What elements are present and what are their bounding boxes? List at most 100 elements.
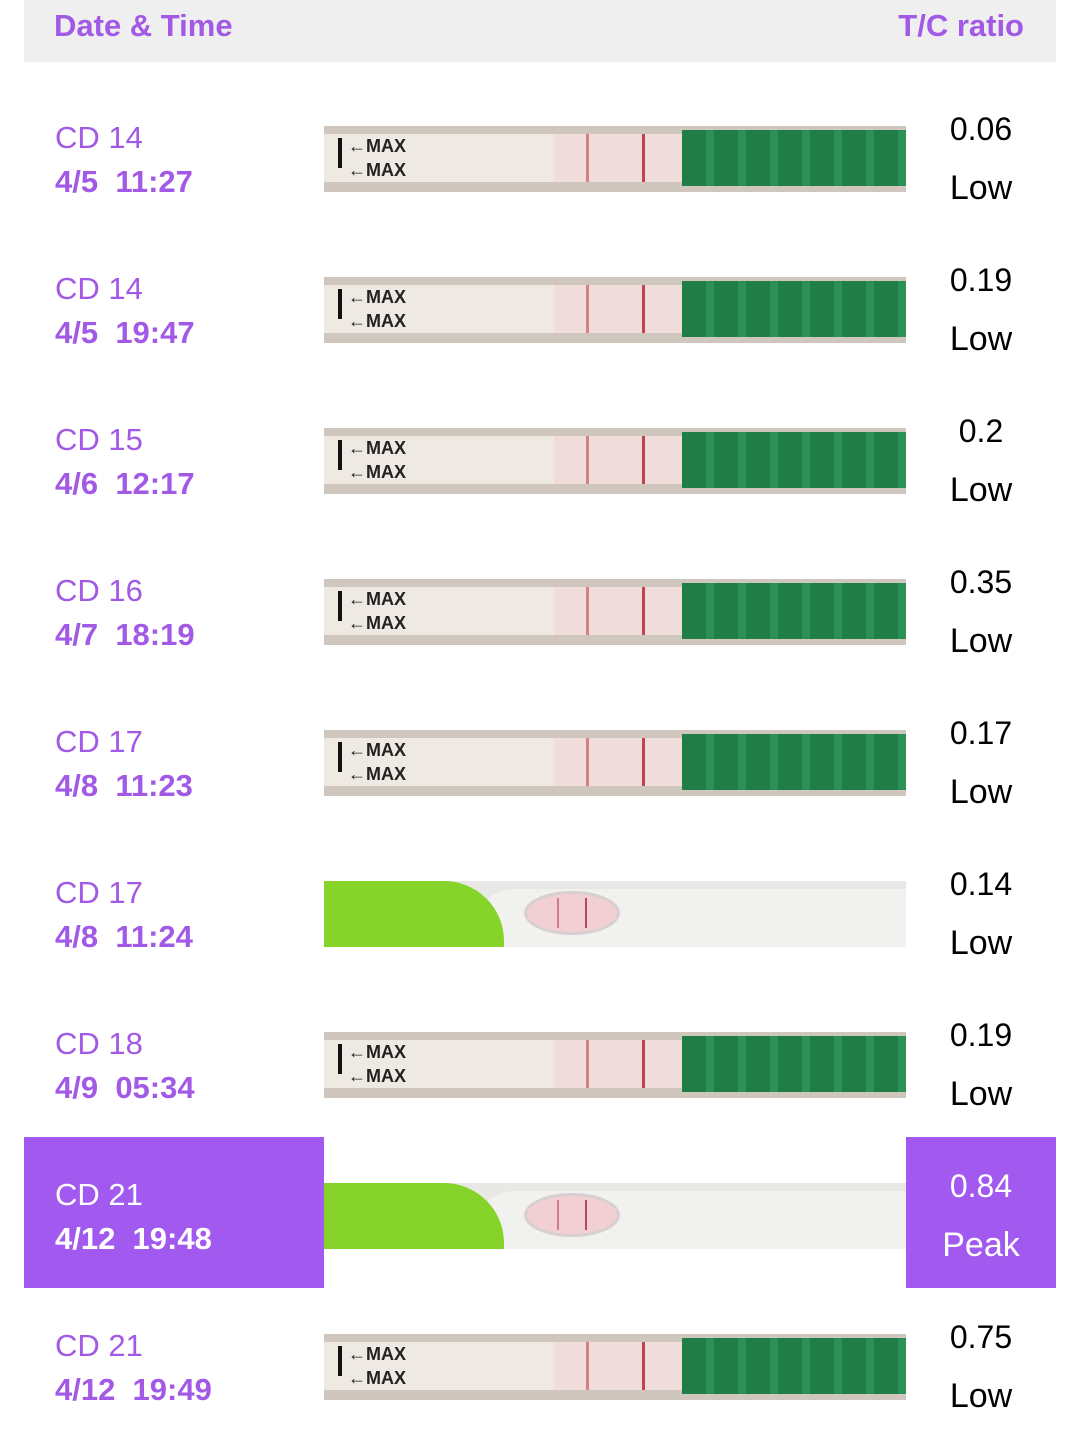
list-item[interactable]: CD 18 4/9 05:34 ←MAX ←MAX 0.19 Low (0, 986, 1080, 1137)
lh-level: Low (949, 169, 1013, 207)
result-window (524, 1193, 620, 1237)
max-label: ←MAX (348, 311, 406, 331)
table-header: Date & Time T/C ratio (24, 0, 1056, 62)
strip-mark (338, 289, 342, 319)
date-cell: CD 14 4/5 19:47 (24, 231, 324, 382)
test-line (586, 587, 589, 635)
date-time: 4/5 19:47 (55, 315, 195, 350)
lh-green-band (682, 130, 906, 186)
result-window (524, 891, 620, 935)
tc-ratio-column-header: T/C ratio (898, 8, 1024, 43)
lh-strip-photo[interactable]: ←MAX ←MAX (324, 277, 906, 343)
cycle-day: CD 17 (55, 724, 143, 759)
lh-green-band (682, 281, 906, 337)
lh-strip-photo[interactable]: ←MAX ←MAX (324, 730, 906, 796)
tc-ratio-value: 0.84 (949, 1168, 1013, 1204)
ratio-cell: 0.06 Low (906, 80, 1056, 231)
lh-green-band (682, 734, 906, 790)
lh-strip-photo[interactable]: ←MAX ←MAX (324, 1032, 906, 1098)
control-line (642, 1342, 645, 1390)
test-line (557, 1200, 559, 1230)
max-label: ←MAX (348, 136, 406, 156)
date-time: 4/7 18:19 (55, 617, 195, 652)
strip-mark (338, 1346, 342, 1376)
ratio-cell: 0.2 Low (906, 382, 1056, 533)
list-item[interactable]: CD 17 4/8 11:23 ←MAX ←MAX 0.17 Low (0, 684, 1080, 835)
list-item[interactable]: CD 21 4/12 19:49 ←MAX ←MAX 0.75 Low (0, 1288, 1080, 1439)
tc-ratio-value: 0.19 (949, 1017, 1013, 1053)
lh-level: Peak (942, 1226, 1020, 1264)
date-time: 4/12 19:48 (55, 1221, 212, 1256)
tc-ratio-value: 0.19 (949, 262, 1013, 298)
date-cell: CD 21 4/12 19:49 (24, 1288, 324, 1439)
tc-ratio-value: 0.75 (949, 1319, 1013, 1355)
result-window (554, 285, 684, 333)
cycle-day: CD 14 (55, 120, 143, 155)
midstream-test-photo[interactable] (324, 881, 906, 947)
date-cell: CD 18 4/9 05:34 (24, 986, 324, 1137)
test-line (586, 436, 589, 484)
strip-mark (338, 138, 342, 168)
max-label: ←MAX (348, 438, 406, 458)
lh-strip-photo[interactable]: ←MAX ←MAX (324, 1334, 906, 1400)
list-item[interactable]: CD 16 4/7 18:19 ←MAX ←MAX 0.35 Low (0, 533, 1080, 684)
control-line (642, 134, 645, 182)
ratio-cell: 0.75 Low (906, 1288, 1056, 1439)
lh-strip-photo[interactable]: ←MAX ←MAX (324, 579, 906, 645)
max-label: ←MAX (348, 1042, 406, 1062)
lh-level: Low (949, 471, 1013, 509)
lh-level: Low (949, 320, 1013, 358)
list-item[interactable]: CD 17 4/8 11:24 0.14 Low (0, 835, 1080, 986)
max-label: ←MAX (348, 462, 406, 482)
date-time: 4/9 05:34 (55, 1070, 195, 1105)
list-item[interactable]: CD 14 4/5 11:27 ←MAX ←MAX 0.06 Low (0, 80, 1080, 231)
result-window (554, 1342, 684, 1390)
date-cell: CD 17 4/8 11:23 (24, 684, 324, 835)
ratio-cell: 0.19 Low (906, 986, 1056, 1137)
cycle-day: CD 21 (55, 1177, 143, 1212)
midstream-test-photo[interactable] (324, 1183, 906, 1249)
lh-green-band (682, 1036, 906, 1092)
result-window (554, 738, 684, 786)
control-line (642, 738, 645, 786)
ratio-cell: 0.19 Low (906, 231, 1056, 382)
lh-level: Low (949, 773, 1013, 811)
max-label: ←MAX (348, 613, 406, 633)
list-item[interactable]: CD 15 4/6 12:17 ←MAX ←MAX 0.2 Low (0, 382, 1080, 533)
control-line (642, 285, 645, 333)
date-cell: CD 16 4/7 18:19 (24, 533, 324, 684)
date-cell: CD 21 4/12 19:48 (24, 1137, 324, 1288)
cycle-day: CD 17 (55, 875, 143, 910)
max-label: ←MAX (348, 1066, 406, 1086)
lh-strip-photo[interactable]: ←MAX ←MAX (324, 428, 906, 494)
lh-green-band (682, 432, 906, 488)
date-time: 4/5 11:27 (55, 164, 193, 199)
tc-ratio-value: 0.17 (949, 715, 1013, 751)
tc-ratio-value: 0.2 (958, 413, 1004, 449)
control-line (642, 1040, 645, 1088)
date-time-column-header: Date & Time (54, 8, 233, 43)
lh-level: Low (949, 1075, 1013, 1113)
lh-green-band (682, 1338, 906, 1394)
ratio-cell: 0.84 Peak (906, 1137, 1056, 1288)
max-label: ←MAX (348, 589, 406, 609)
tc-ratio-value: 0.14 (949, 866, 1013, 902)
max-label: ←MAX (348, 764, 406, 784)
test-line (586, 285, 589, 333)
date-cell: CD 15 4/6 12:17 (24, 382, 324, 533)
control-line (642, 436, 645, 484)
lh-green-band (682, 583, 906, 639)
date-time: 4/8 11:24 (55, 919, 193, 954)
date-cell: CD 14 4/5 11:27 (24, 80, 324, 231)
lh-level: Low (949, 1377, 1013, 1415)
lh-strip-photo[interactable]: ←MAX ←MAX (324, 126, 906, 192)
result-window (554, 134, 684, 182)
cycle-day: CD 15 (55, 422, 143, 457)
date-time: 4/6 12:17 (55, 466, 195, 501)
list-item[interactable]: CD 14 4/5 19:47 ←MAX ←MAX 0.19 Low (0, 231, 1080, 382)
list-item[interactable]: CD 21 4/12 19:48 0.84 Peak (0, 1137, 1080, 1288)
ratio-cell: 0.14 Low (906, 835, 1056, 986)
max-label: ←MAX (348, 1368, 406, 1388)
date-time: 4/8 11:23 (55, 768, 193, 803)
control-line (585, 1200, 587, 1230)
